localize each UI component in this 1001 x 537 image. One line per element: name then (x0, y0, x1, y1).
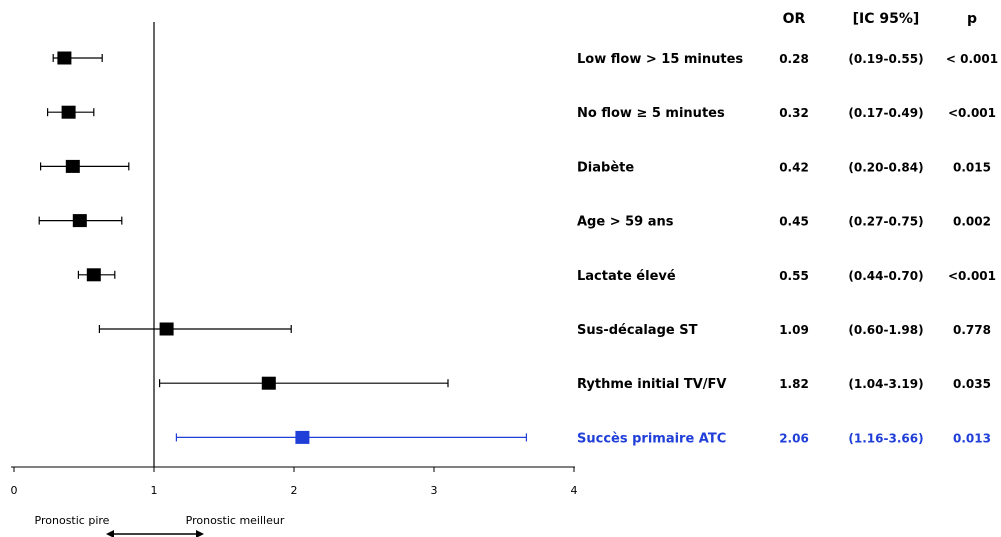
row-p-value: 0.015 (953, 160, 991, 174)
row-or-value: 0.42 (779, 160, 809, 174)
row-or-value: 2.06 (779, 431, 809, 445)
row-or-value: 0.32 (779, 106, 809, 120)
plot-area: 0 1 2 3 4 Low flow > 15 minutes 0.28 (0.19-0.55… (11, 22, 998, 497)
row-ci-value: (1.16-3.66) (848, 431, 923, 445)
x-tick-label: 0 (11, 484, 18, 497)
row-label: Rythme initial TV/FV (577, 377, 726, 392)
row-ci-value: (0.20-0.84) (848, 160, 923, 174)
row-or-value: 1.82 (779, 377, 809, 391)
row-ci-value: (0.27-0.75) (848, 215, 923, 229)
point-estimate-marker (295, 430, 310, 444)
row-p-value: <0.001 (948, 269, 996, 283)
row-p-value: < 0.001 (946, 52, 998, 66)
row-label: Age > 59 ans (577, 215, 674, 230)
x-tick-label: 3 (431, 484, 438, 497)
header-or: OR (783, 11, 806, 27)
row-p-value: 0.002 (953, 215, 991, 229)
point-estimate-marker (61, 105, 76, 119)
header-p: p (967, 11, 977, 27)
point-estimate-marker (72, 214, 87, 228)
x-tick-label: 2 (291, 484, 298, 497)
row-label: No flow ≥ 5 minutes (577, 106, 725, 121)
direction-arrow-right-head (196, 530, 204, 537)
row-or-value: 1.09 (779, 323, 809, 337)
annotation-better: Pronostic meilleur (186, 514, 285, 527)
row-label: Lactate élevé (577, 269, 676, 284)
point-estimate-marker (57, 51, 72, 65)
row-ci-value: (1.04-3.19) (848, 377, 923, 391)
row-label: Diabète (577, 160, 634, 175)
row-p-value: 0.035 (953, 377, 991, 391)
row-p-value: <0.001 (948, 106, 996, 120)
header-ci: [IC 95%] (853, 11, 920, 27)
row-ci-value: (0.44-0.70) (848, 269, 923, 283)
row-label: Low flow > 15 minutes (577, 52, 743, 67)
annotation-worse: Pronostic pire (35, 514, 110, 527)
row-or-value: 0.55 (779, 269, 809, 283)
row-ci-value: (0.19-0.55) (848, 52, 923, 66)
point-estimate-marker (65, 159, 80, 173)
point-estimate-marker (261, 376, 276, 390)
row-ci-value: (0.60-1.98) (848, 323, 923, 337)
x-tick-label: 1 (151, 484, 158, 497)
row-p-value: 0.013 (953, 431, 991, 445)
row-ci-value: (0.17-0.49) (848, 106, 923, 120)
direction-arrow-left-head (106, 530, 114, 537)
row-p-value: 0.778 (953, 323, 991, 337)
x-tick-label: 4 (571, 484, 578, 497)
row-label: Sus-décalage ST (577, 323, 698, 338)
point-estimate-marker (159, 322, 174, 336)
row-or-value: 0.28 (779, 52, 809, 66)
row-label: Succès primaire ATC (577, 431, 726, 446)
point-estimate-marker (86, 268, 101, 282)
row-or-value: 0.45 (779, 215, 809, 229)
